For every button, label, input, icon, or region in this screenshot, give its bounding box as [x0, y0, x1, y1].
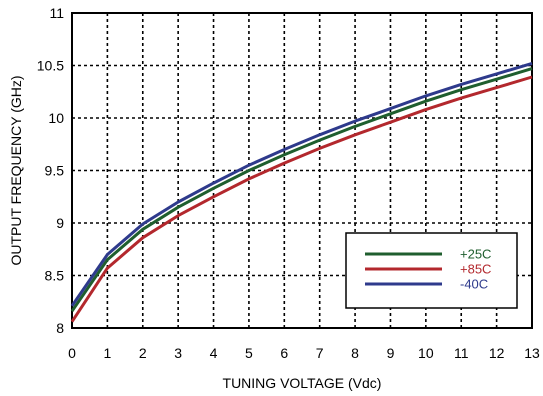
y-tick-label: 10.5 — [37, 58, 64, 74]
x-tick-label: 2 — [139, 345, 147, 361]
series-line — [70, 61, 533, 307]
y-axis-label: OUTPUT FREQUENCY (GHz) — [8, 75, 24, 265]
x-tick-label: 13 — [524, 345, 540, 361]
x-tick-label: 1 — [103, 345, 111, 361]
legend-label: -40C — [460, 277, 488, 292]
x-tick-label: 10 — [418, 345, 434, 361]
x-tick-label: 4 — [210, 345, 218, 361]
y-tick-label: 10 — [48, 110, 64, 126]
x-tick-label: 5 — [245, 345, 253, 361]
grid-lines — [72, 13, 532, 328]
x-tick-label: 0 — [68, 345, 76, 361]
x-tick-labels: 0 1 2 3 4 5 6 7 8 9 10 11 12 13 — [68, 345, 540, 361]
x-tick-label: 8 — [351, 345, 359, 361]
series-line — [70, 67, 533, 313]
legend: +25C+85C-40C — [345, 232, 518, 309]
y-tick-label: 9.5 — [45, 163, 65, 179]
series-line — [70, 75, 533, 323]
series-lines — [70, 61, 533, 323]
y-tick-label: 9 — [56, 215, 64, 231]
x-tick-label: 11 — [454, 345, 469, 361]
x-tick-label: 9 — [387, 345, 395, 361]
y-tick-label: 11 — [49, 5, 64, 21]
x-tick-label: 3 — [174, 345, 182, 361]
y-tick-label: 8.5 — [45, 268, 65, 284]
y-tick-label: 8 — [56, 320, 64, 336]
x-tick-label: 6 — [280, 345, 288, 361]
x-tick-label: 7 — [316, 345, 324, 361]
y-tick-labels: 8 8.5 9 9.5 10 10.5 11 — [37, 5, 64, 336]
x-axis-label: TUNING VOLTAGE (Vdc) — [223, 375, 382, 391]
x-tick-label: 12 — [489, 345, 505, 361]
legend-label: +25C — [460, 247, 491, 262]
legend-label: +85C — [460, 262, 491, 277]
